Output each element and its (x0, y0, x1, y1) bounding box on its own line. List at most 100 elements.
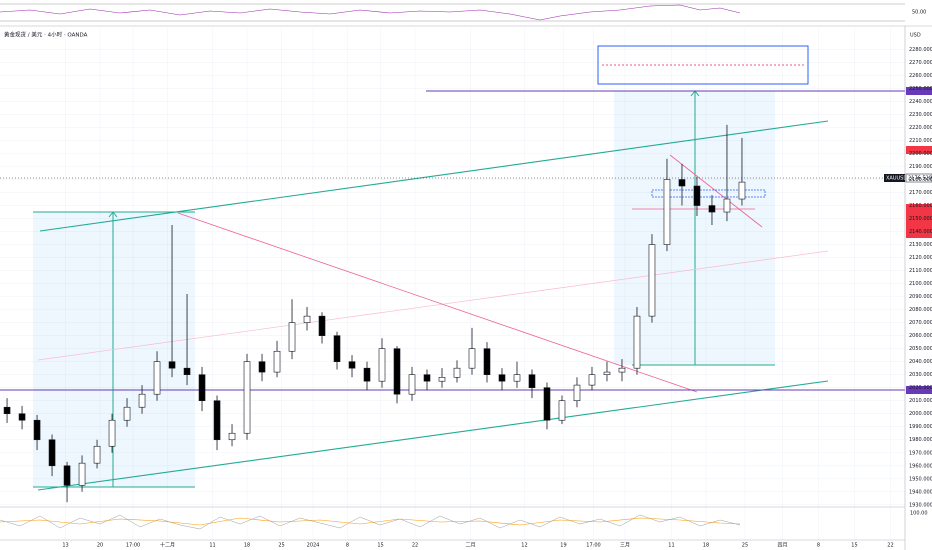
x-tick-label: 17:00 (126, 543, 140, 549)
y-tick-label: 2140.000 (909, 229, 932, 235)
candle-body (378, 348, 386, 382)
candle-body (483, 348, 491, 375)
candle-body (78, 462, 86, 486)
candle-body (33, 419, 41, 441)
candle-body (513, 374, 521, 382)
candle-body (348, 361, 356, 369)
candle-body (603, 371, 611, 375)
candle-body (48, 439, 56, 467)
candle-body (468, 348, 476, 369)
price-tag (905, 173, 932, 183)
y-tick-label: 2260.000 (909, 73, 932, 79)
y-tick-label: 2040.000 (909, 359, 932, 365)
y-tick-label: 2080.000 (909, 307, 932, 313)
x-tick-label: 17:00 (586, 543, 600, 549)
x-tick-label: 2024 (307, 543, 320, 549)
y-tick-label: 2160.000 (909, 203, 932, 209)
x-tick-label: 十二月 (160, 542, 175, 549)
candles (3, 124, 746, 503)
candle-body (573, 384, 581, 402)
y-tick-label: 2000.000 (909, 411, 932, 417)
osc-line (0, 514, 741, 530)
y-tick-label: 2210.000 (909, 138, 932, 144)
ticker: XAUUSD (886, 176, 907, 182)
candle-body (288, 322, 296, 352)
candle-body (438, 376, 446, 382)
x-tick-label: 25 (742, 543, 748, 549)
y-tick-label: 1950.000 (909, 476, 932, 482)
x-tick-label: 8 (346, 543, 349, 549)
x-tick-label: 二月 (465, 543, 475, 549)
candle-body (453, 367, 461, 378)
rsi-label: 50.00 (912, 10, 926, 16)
candle-body (393, 348, 401, 395)
y-tick-label: 2220.000 (909, 125, 932, 131)
candle-body (273, 350, 281, 373)
candle-body (198, 374, 206, 402)
x-tick-label: 11 (668, 543, 674, 549)
x-tick-label: 11 (209, 543, 215, 549)
candle-body (108, 419, 116, 447)
candle-body (93, 445, 101, 464)
candle-body (588, 374, 596, 386)
level-tag (906, 204, 932, 238)
candle-body (408, 374, 416, 395)
candle-body (498, 374, 506, 382)
level-tag (906, 386, 932, 394)
candle-body (63, 465, 71, 486)
channel-mid (37, 250, 829, 361)
y-tick-label: 1960.000 (909, 463, 932, 469)
y-tick-label: 2280.000 (909, 47, 932, 53)
y-tick-label: 1940.000 (909, 489, 932, 495)
candle-body (678, 179, 686, 187)
x-tick-label: 20 (97, 543, 103, 549)
y-tick-label: 2060.000 (909, 333, 932, 339)
candle-body (633, 315, 641, 369)
y-tick-label: 1990.000 (909, 424, 932, 430)
x-tick-label: 三月 (620, 543, 630, 549)
candle-body (153, 361, 161, 395)
level-tag (906, 146, 932, 154)
candle-body (648, 244, 656, 317)
trend-line (669, 154, 763, 228)
candle-body (423, 374, 431, 382)
x-tick-label: 15 (851, 543, 857, 549)
candle-body (723, 198, 731, 213)
candle-body (168, 361, 176, 369)
candle-body (558, 400, 566, 421)
y-tick-label: 1930.000 (909, 502, 932, 508)
x-tick-label: 12 (521, 543, 527, 549)
candle-body (183, 367, 191, 375)
y-tick-label: 2130.000 (909, 242, 932, 248)
trend-line (177, 212, 698, 393)
candle-body (318, 315, 326, 336)
candle-body (3, 406, 11, 415)
y-tick-label: 2120.000 (909, 255, 932, 261)
y-tick-label: 2090.000 (909, 294, 932, 300)
y-tick-label: 2150.000 (909, 216, 932, 222)
candle-body (123, 406, 131, 421)
x-tick-label: 19 (560, 543, 566, 549)
osc-label: 100.00 (910, 511, 928, 517)
currency: USD (910, 33, 921, 39)
y-tick-label: 2050.000 (909, 346, 932, 352)
y-tick-label: 2200.000 (909, 151, 932, 157)
x-tick-label: 四月 (777, 543, 787, 549)
y-tick-label: 2190.000 (909, 164, 932, 170)
y-tick-label: 2250.000 (909, 86, 932, 92)
channel-bottom (37, 380, 829, 491)
arrow-head (108, 211, 118, 218)
candle-body (258, 361, 266, 373)
y-tick-label: 1970.000 (909, 450, 932, 456)
candle-body (213, 400, 221, 441)
last-price: 2176.520 (908, 176, 932, 182)
x-tick-label: 8 (817, 543, 820, 549)
y-tick-label: 2020.000 (909, 385, 932, 391)
target-box (597, 45, 809, 85)
level-tag (906, 87, 932, 95)
candle-body (18, 413, 26, 421)
y-tick-label: 2030.000 (909, 372, 932, 378)
candle-body (663, 179, 671, 245)
